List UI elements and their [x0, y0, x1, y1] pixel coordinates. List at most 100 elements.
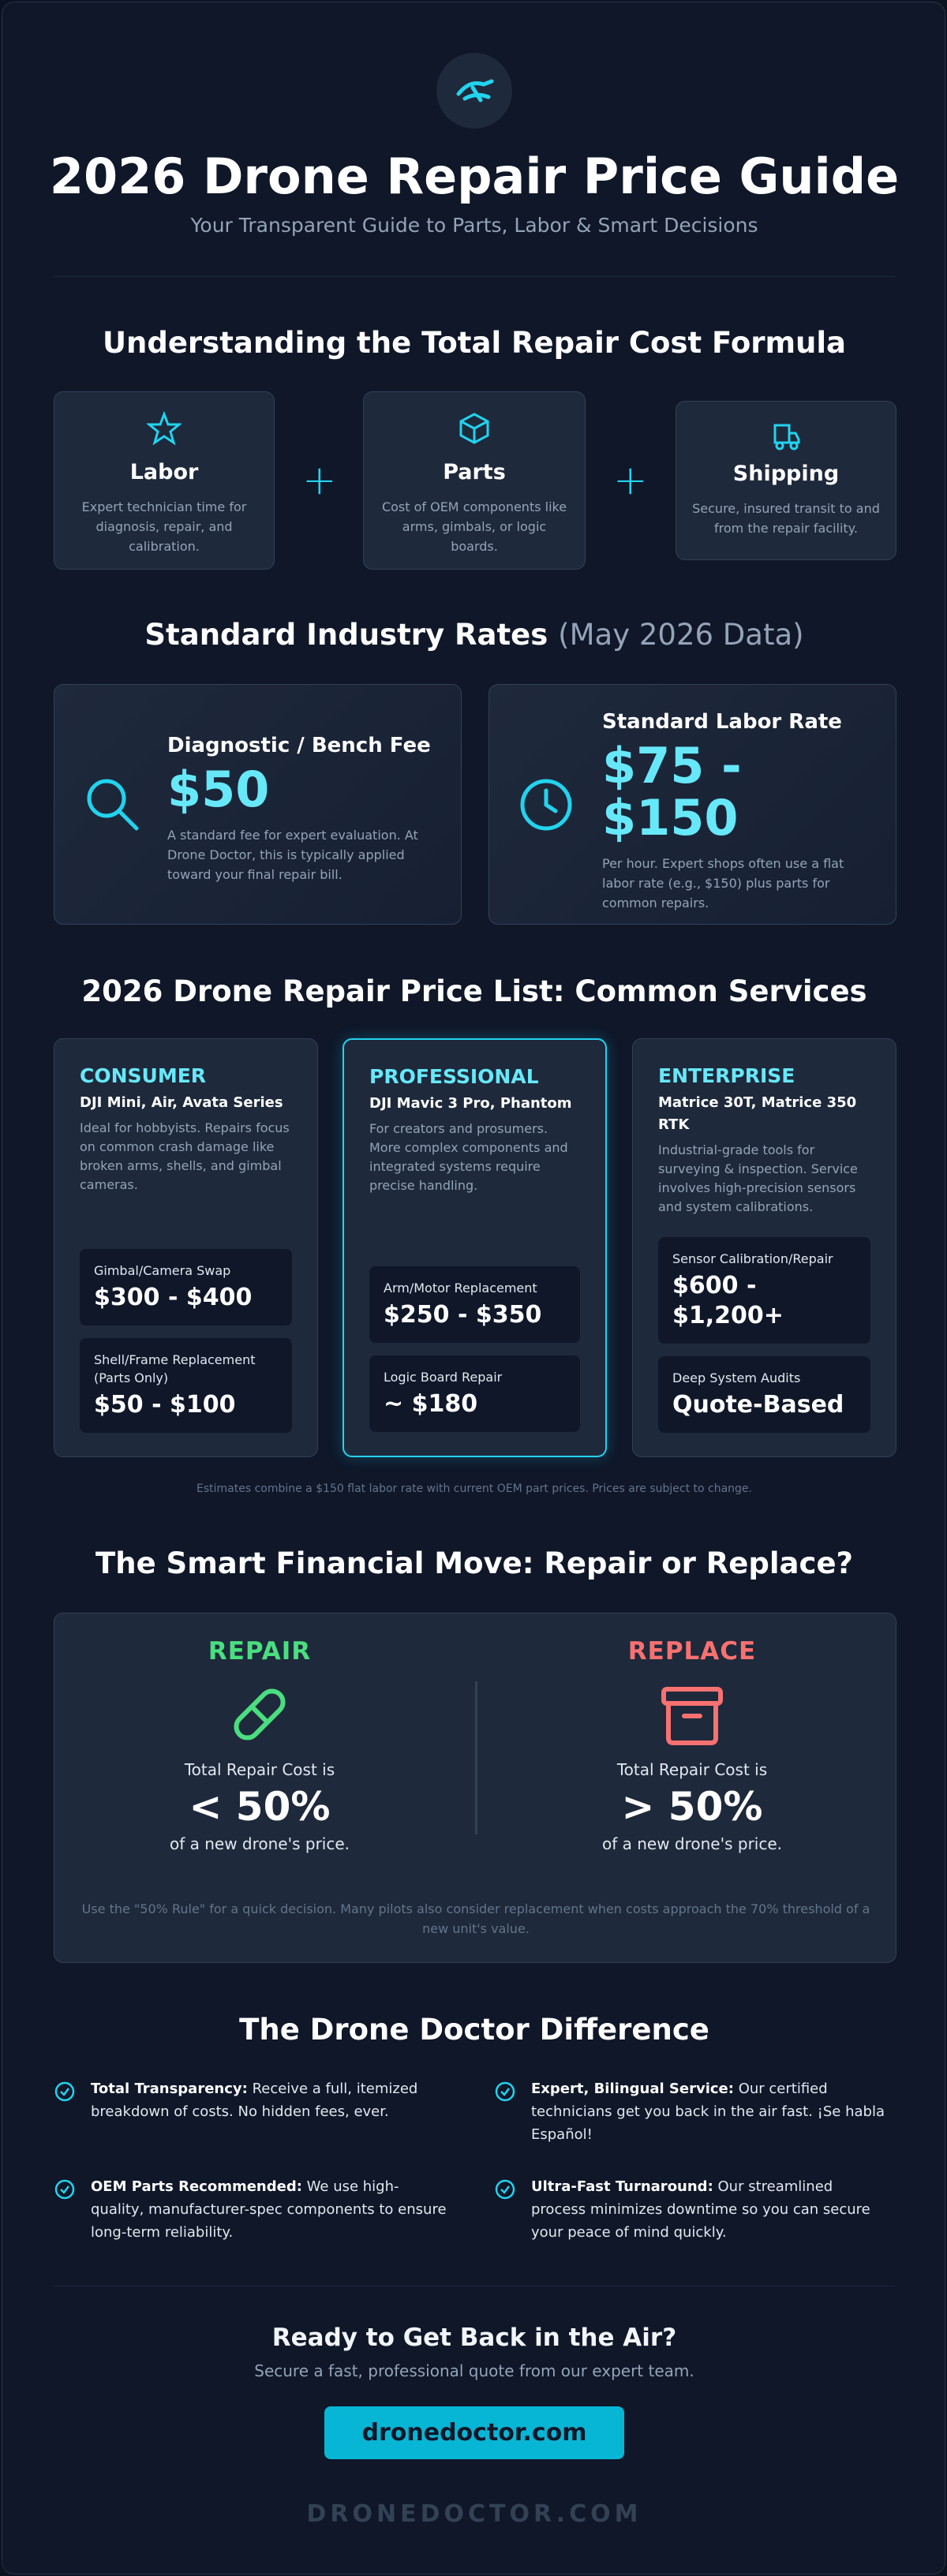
rate-card: Standard Labor Rate $75 - $150 Per hour.…: [488, 684, 896, 925]
option-value: < 50%: [189, 1784, 331, 1830]
service-price: $250 - $350: [384, 1301, 542, 1329]
service-price: $50 - $100: [94, 1391, 236, 1419]
logo: [436, 53, 512, 129]
service-name: Shell/Frame Replacement (Parts Only): [94, 1352, 256, 1385]
section-title: The Smart Financial Move: Repair or Repl…: [95, 1546, 854, 1580]
note: Estimates combine a $150 flat labor rate…: [196, 1482, 752, 1495]
service-price: ~ $180: [384, 1390, 478, 1418]
check-icon: [54, 2179, 75, 2200]
service-name: Arm/Motor Replacement: [384, 1281, 537, 1295]
tier-name: CONSUMER: [80, 1064, 207, 1087]
tier-name: PROFESSIONAL: [369, 1065, 539, 1088]
option-tail: of a new drone's price.: [169, 1834, 350, 1853]
rate-desc: A standard fee for expert evaluation. At…: [167, 828, 418, 882]
section-title: The Drone Doctor Difference: [239, 2013, 709, 2047]
plus: +: [613, 457, 648, 504]
service: Arm/Motor Replacement $250 - $350: [369, 1266, 580, 1343]
service-name: Gimbal/Camera Swap: [94, 1263, 231, 1278]
feature: OEM Parts Recommended: We use high-quali…: [54, 2175, 448, 2244]
feature: Total Transparency: Receive a full, item…: [54, 2077, 448, 2123]
card-title: Shipping: [732, 462, 840, 486]
tier-card: CONSUMER DJI Mini, Air, Avata Series Ideal…: [54, 1038, 318, 1457]
tier-models: Matrice 30T, Matrice 350 RTK: [658, 1094, 857, 1133]
service-price: $300 - $400: [94, 1284, 253, 1311]
service: Gimbal/Camera Swap $300 - $400: [80, 1249, 292, 1325]
service: Shell/Frame Replacement (Parts Only) $50 …: [80, 1338, 292, 1433]
tier-name: ENTERPRISE: [658, 1064, 795, 1087]
check-icon: [495, 2179, 515, 2200]
section-title: Understanding the Total Repair Cost Form…: [102, 326, 847, 360]
service: Logic Board Repair ~ $180: [369, 1355, 580, 1432]
formula-card: Shipping Secure, insured transit to and …: [676, 401, 896, 560]
decision-box: REPAIR Total Repair Cost is < 50% of a n…: [54, 1613, 896, 1963]
check-icon: [54, 2081, 75, 2102]
icon: [459, 413, 489, 444]
rate-label: Standard Labor Rate: [602, 710, 842, 734]
tier-card: ENTERPRISE Matrice 30T, Matrice 350 RTK In…: [632, 1038, 896, 1457]
tier-desc: Industrial-grade tools for surveying & i…: [658, 1142, 858, 1214]
section-title: Standard Industry Rates (May 2026 Data): [2, 618, 946, 652]
rate-price: $50: [167, 761, 270, 818]
option: REPLACE Total Repair Cost is > 50% of a …: [487, 1637, 897, 1853]
decision-note: Use the "50% Rule" for a quick decision.…: [81, 1901, 870, 1936]
tier-desc: Ideal for hobbyists. Repairs focus on co…: [80, 1120, 290, 1192]
feature-title: OEM Parts Recommended:: [91, 2178, 302, 2195]
card-desc: Cost of OEM components like arms, gimbal…: [381, 499, 567, 554]
subtitle: Your Transparent Guide to Parts, Labor &…: [190, 214, 758, 237]
icon: [773, 424, 800, 451]
service: Deep System Audits Quote-Based: [658, 1356, 870, 1433]
rate-price: $75 - $150: [602, 737, 742, 847]
feature-title: Total Transparency:: [91, 2081, 248, 2097]
tier-models: DJI Mavic 3 Pro, Phantom: [369, 1095, 572, 1112]
service-name: Deep System Audits: [672, 1370, 801, 1385]
services: Sensor Calibration/Repair $600 - $1,200+ D…: [658, 1224, 870, 1433]
icon: [520, 779, 572, 831]
service-price: $600 - $1,200+: [672, 1272, 784, 1329]
feature-text: We use high-quality, manufacturer-spec c…: [91, 2178, 447, 2241]
title-note: (May 2026 Data): [558, 618, 804, 652]
cta-button[interactable]: dronedoctor.com: [324, 2406, 624, 2459]
tier-desc: For creators and prosumers. More complex…: [369, 1121, 568, 1193]
option-tail: of a new drone's price.: [601, 1834, 783, 1853]
card-title: Parts: [443, 460, 506, 484]
services: Gimbal/Camera Swap $300 - $400 Shell/Frame…: [80, 1236, 292, 1433]
option: REPAIR Total Repair Cost is < 50% of a n…: [54, 1637, 465, 1853]
icon: [234, 1688, 286, 1740]
feature-text: Receive a full, itemized breakdown of co…: [91, 2081, 418, 2120]
footer-brand: DRONEDOCTOR.COM: [306, 2500, 642, 2528]
card-title: Labor: [129, 460, 199, 484]
icon: [87, 779, 139, 831]
option-lead: Total Repair Cost is: [184, 1760, 335, 1779]
rate-card: Diagnostic / Bench Fee $50 A standard fe…: [54, 684, 462, 925]
title: 2026 Drone Repair Price Guide: [49, 148, 900, 205]
formula-card: Labor Expert technician time for diagnos…: [54, 391, 275, 570]
divider: [475, 1681, 477, 1834]
option-label: REPAIR: [208, 1637, 312, 1666]
icon: [661, 1687, 723, 1745]
option-label: REPLACE: [627, 1637, 757, 1666]
option-lead: Total Repair Cost is: [616, 1760, 768, 1779]
feature-text: Our streamlined process minimizes downti…: [531, 2178, 870, 2241]
cta-title: Ready to Get Back in the Air?: [271, 2324, 677, 2352]
feature-text: Our certified technicians get you back i…: [531, 2081, 885, 2143]
plus: +: [302, 457, 337, 504]
service-price: Quote-Based: [672, 1391, 844, 1419]
service-name: Sensor Calibration/Repair: [672, 1251, 833, 1266]
option-value: > 50%: [621, 1784, 763, 1830]
rate-desc: Per hour. Expert shops often use a flat …: [602, 856, 844, 910]
rate-label: Diagnostic / Bench Fee: [167, 734, 431, 757]
service: Sensor Calibration/Repair $600 - $1,200+: [658, 1237, 870, 1344]
formula-card: Parts Cost of OEM components like arms, …: [363, 391, 586, 570]
feature-title: Ultra-Fast Turnaround:: [531, 2178, 713, 2195]
cta-subtitle: Secure a fast, professional quote from o…: [254, 2361, 694, 2380]
tier-card: PROFESSIONAL DJI Mavic 3 Pro, Phantom For …: [342, 1038, 607, 1457]
feature: Ultra-Fast Turnaround: Our streamlined p…: [494, 2175, 889, 2244]
feature-title: Expert, Bilingual Service:: [531, 2081, 734, 2097]
service-name: Logic Board Repair: [384, 1370, 503, 1385]
divider: [54, 276, 895, 277]
tier-models: DJI Mini, Air, Avata Series: [80, 1094, 283, 1111]
section-title: 2026 Drone Repair Price List: Common Ser…: [81, 974, 867, 1008]
card-desc: Expert technician time for diagnosis, re…: [81, 499, 247, 554]
